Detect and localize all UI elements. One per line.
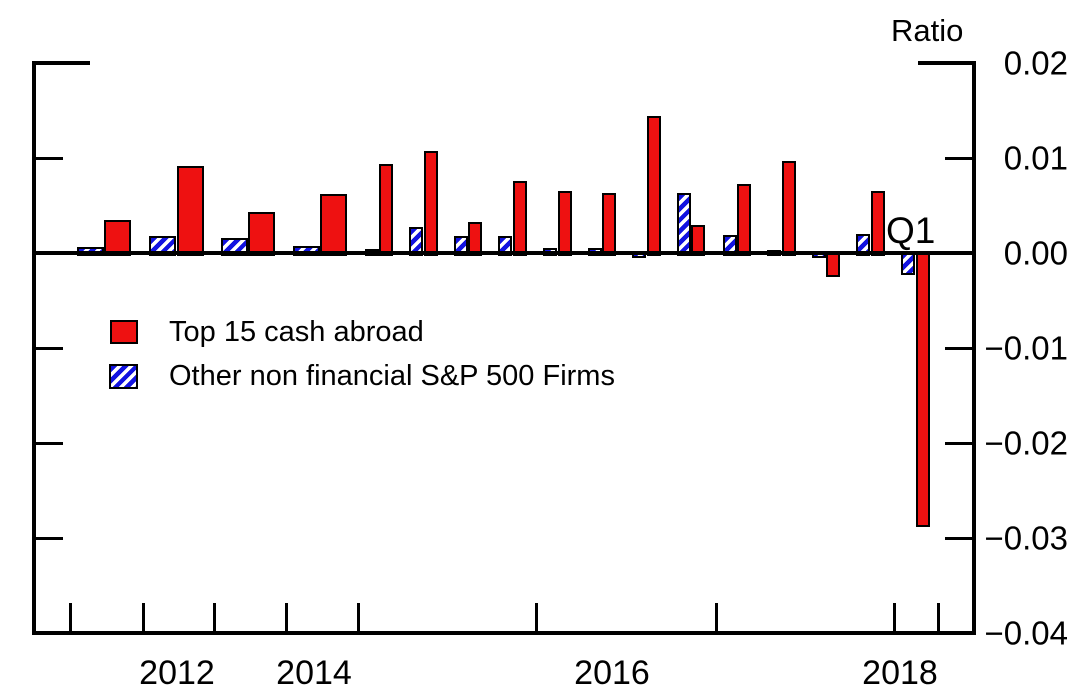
bar-top15-2015Q3 <box>468 221 483 256</box>
zero-line <box>32 251 976 255</box>
bar-other-2015Q3 <box>453 235 468 256</box>
bar-other-2016Q4 <box>676 193 691 256</box>
x-axis-label: 2016 <box>574 654 650 692</box>
bar-other-2017Q4 <box>856 234 871 256</box>
x-tick <box>356 603 360 635</box>
red-solid-swatch-icon <box>110 320 138 345</box>
bar-top15-2017Q1 <box>737 183 751 256</box>
x-axis-label: 2014 <box>276 654 352 692</box>
legend-label-other-firms: Other non financial S&P 500 Firms <box>169 360 615 392</box>
x-tick <box>535 603 538 635</box>
x-tick <box>893 603 896 635</box>
y-axis-label: −0.01 <box>984 329 1069 367</box>
bar-other-2015Q4 <box>498 235 513 256</box>
y-tick-left <box>36 346 63 350</box>
bar-top15-2012 <box>176 165 204 256</box>
bar-top15-2016Q1 <box>557 191 572 256</box>
bar-top15-2014 <box>320 194 347 256</box>
y-axis-label: −0.04 <box>984 614 1069 652</box>
x-axis-label: 2012 <box>139 654 215 692</box>
y-tick-left <box>36 441 63 445</box>
y-axis-label: −0.02 <box>984 424 1069 462</box>
x-tick <box>285 603 288 635</box>
y-axis-label: −0.03 <box>984 519 1069 557</box>
bar-other-2015Q2 <box>409 227 424 256</box>
y-tick-right <box>945 156 972 160</box>
bar-top15-2017Q2 <box>781 160 796 256</box>
x-tick <box>213 603 216 635</box>
y-axis-label: 0.02 <box>1003 44 1068 82</box>
bar-top15-2016Q4 <box>691 224 706 256</box>
bar-other-2018Q1 <box>901 251 915 275</box>
x-tick <box>69 603 73 635</box>
bar-other-2017Q1 <box>722 234 737 256</box>
top-left-cap <box>32 61 90 65</box>
bar-top15-2011 <box>104 219 132 256</box>
x-tick <box>714 603 718 635</box>
bar-top15-2013 <box>248 212 275 256</box>
y-axis-label: 0.01 <box>1003 139 1068 177</box>
bar-top15-2015Q4 <box>512 180 527 256</box>
y-axis-label: 0.00 <box>1003 234 1068 272</box>
x-axis-label: 2018 <box>862 654 938 692</box>
bar-top15-2017Q3 <box>826 251 841 277</box>
bar-top15-2016Q2 <box>602 193 617 256</box>
q1-annotation: Q1 <box>886 210 936 251</box>
x-tick <box>937 603 940 635</box>
bar-top15-2015Q2 <box>423 151 438 256</box>
legend-item-top15: Top 15 cash abroad <box>110 317 424 347</box>
bar-top15-2016Q3 <box>646 116 661 256</box>
bar-top15-2015Q1 <box>379 163 394 256</box>
bar-top15-2017Q4 <box>870 191 885 256</box>
y-axis-title: Ratio <box>891 13 964 48</box>
bar-other-2012 <box>149 235 177 256</box>
bottom-axis <box>32 631 976 635</box>
legend-item-other-firms: Other non financial S&P 500 Firms <box>109 361 615 391</box>
blue-hatched-swatch-icon <box>109 363 138 389</box>
y-tick-right <box>945 536 972 540</box>
bar-top15-2018Q1 <box>915 251 930 527</box>
left-axis <box>32 61 36 635</box>
right-axis <box>972 61 976 635</box>
y-tick-right <box>945 441 972 445</box>
top-right-cap <box>918 61 976 65</box>
y-tick-left <box>36 156 63 160</box>
y-tick-right <box>945 346 972 350</box>
x-tick <box>141 603 145 635</box>
legend-label-top15: Top 15 cash abroad <box>169 316 424 348</box>
y-tick-left <box>36 536 63 540</box>
